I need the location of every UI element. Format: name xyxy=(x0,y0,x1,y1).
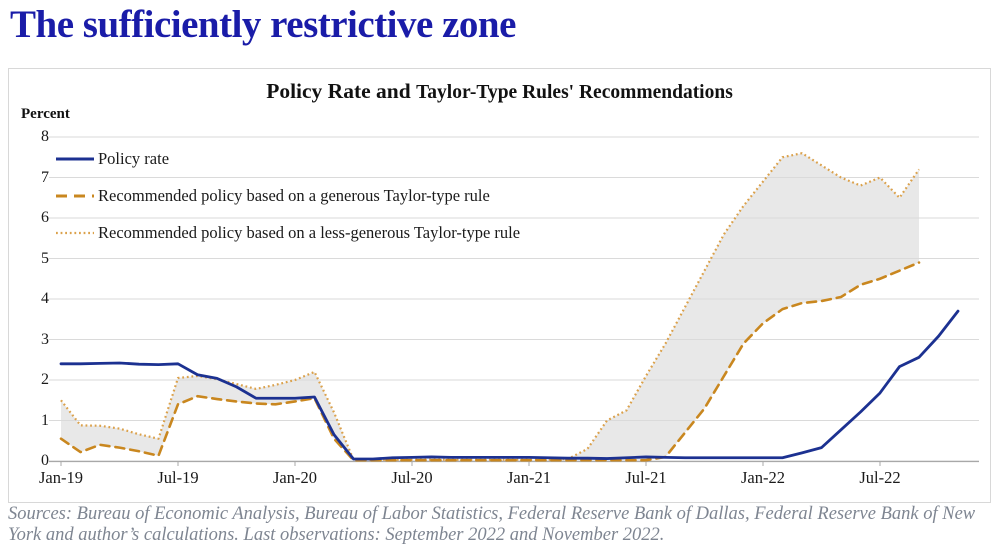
x-tick-label-Jan-21: Jan-21 xyxy=(507,468,551,487)
x-tick-label-Jul-20: Jul-20 xyxy=(391,468,433,487)
legend-item-generous-rule: Recommended policy based on a generous T… xyxy=(55,177,520,214)
x-tick-label-Jan-22: Jan-22 xyxy=(741,468,785,487)
legend-label: Policy rate xyxy=(98,148,170,168)
legend-label: Recommended policy based on a generous T… xyxy=(98,185,490,205)
legend-item-policy-rate: Policy rate xyxy=(55,140,520,177)
chart-panel: Policy Rate and Taylor-Type Rules' Recom… xyxy=(8,68,991,503)
series-line-policy-rate xyxy=(59,309,960,461)
line-chart-plot xyxy=(49,136,979,466)
page-title: The sufficiently restrictive zone xyxy=(10,3,516,46)
legend-swatch-dashed-line xyxy=(56,194,94,197)
y-tick-label-8: 8 xyxy=(41,128,49,145)
x-tick-label-Jan-19: Jan-19 xyxy=(39,468,83,487)
y-tick-label-6: 6 xyxy=(41,209,49,226)
y-tick-label-5: 5 xyxy=(41,249,49,267)
y-tick-label-4: 4 xyxy=(41,290,49,307)
chart-title-main: Policy Rate and xyxy=(266,79,417,103)
sources-note: Sources: Bureau of Economic Analysis, Bu… xyxy=(8,504,976,545)
chart-title-sub: Taylor-Type Rules' Recommendations xyxy=(416,82,733,103)
chart-title: Policy Rate and Taylor-Type Rules' Recom… xyxy=(9,79,990,104)
legend-swatch-dotted-line xyxy=(56,231,94,234)
x-tick-label-Jul-19: Jul-19 xyxy=(157,468,199,487)
x-tick-label-Jan-20: Jan-20 xyxy=(273,468,317,487)
y-tick-label-2: 2 xyxy=(41,371,49,388)
legend-label: Recommended policy based on a less-gener… xyxy=(98,222,521,242)
y-tick-label-7: 7 xyxy=(41,168,49,186)
y-tick-label-3: 3 xyxy=(41,330,49,348)
chart-legend: Policy rate Recommended policy based on a… xyxy=(55,140,520,251)
recommendation-band xyxy=(61,153,919,461)
x-tick-label-Jul-21: Jul-21 xyxy=(625,468,667,487)
x-tick-label-Jul-22: Jul-22 xyxy=(859,468,901,487)
y-tick-label-1: 1 xyxy=(41,411,49,429)
legend-swatch-solid-line xyxy=(56,157,94,160)
series-line-less-generous-rule xyxy=(60,152,920,461)
y-axis-title: Percent xyxy=(21,106,70,122)
series-line-generous-rule xyxy=(59,261,921,462)
legend-item-less-generous-rule: Recommended policy based on a less-gener… xyxy=(55,214,520,251)
y-tick-label-0: 0 xyxy=(41,452,49,469)
